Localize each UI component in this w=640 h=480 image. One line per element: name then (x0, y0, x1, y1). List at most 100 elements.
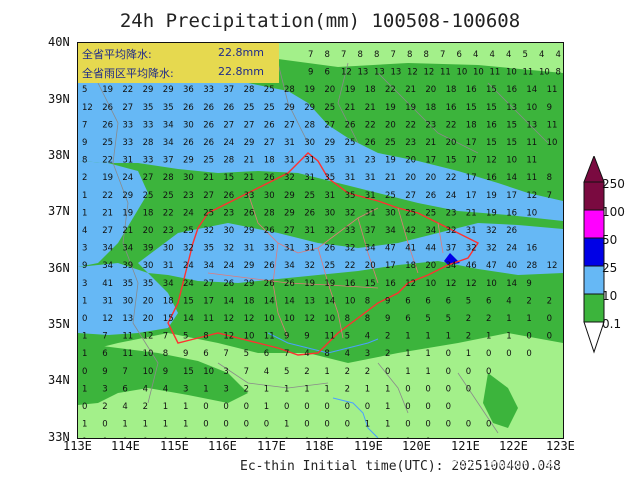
grid-value: 1 (425, 349, 430, 359)
grid-value: 21 (425, 138, 436, 148)
grid-value: 31 (365, 173, 376, 183)
grid-value: 28 (284, 85, 295, 95)
grid-value: 32 (486, 226, 497, 236)
lon-label-115: 115E (160, 439, 189, 453)
grid-value: 46 (466, 261, 477, 271)
grid-value: 1 (405, 349, 410, 359)
grid-value: 26 (264, 226, 275, 236)
grid-value: 10 (264, 314, 275, 324)
grid-value: 15 (506, 120, 517, 130)
grid-value: 25 (324, 261, 335, 271)
grid-value: 8 (82, 156, 87, 166)
grid-value: 0 (365, 437, 370, 438)
grid-value: 24 (223, 261, 234, 271)
grid-value: 1 (526, 314, 531, 324)
grid-value: 47 (486, 261, 497, 271)
grid-value: 31 (284, 156, 295, 166)
grid-value: 2 (345, 384, 350, 394)
grid-value: 4 (143, 384, 148, 394)
grid-value: 7 (122, 367, 127, 377)
grid-value: 37 (365, 226, 376, 236)
grid-value: 20 (405, 173, 416, 183)
grid-value: 14 (506, 173, 517, 183)
grid-value: 13 (526, 120, 537, 130)
grid-value: 40 (506, 261, 517, 271)
grid-value: 12 (424, 68, 435, 78)
grid-value: 11 (440, 68, 451, 78)
grid-value: 16 (486, 173, 497, 183)
grid-value: 30 (163, 244, 174, 254)
grid-value: 12 (405, 279, 416, 289)
grid-value: 1 (183, 402, 188, 412)
grid-value: 9 (526, 279, 531, 289)
grid-value: 8 (547, 173, 552, 183)
grid-value: 29 (304, 103, 315, 113)
grid-value: 0 (466, 384, 471, 394)
grid-value: 34 (365, 244, 376, 254)
district-avg-value: 22.8mm (218, 65, 264, 78)
grid-value: 10 (486, 279, 497, 289)
grid-value: 33 (244, 191, 255, 201)
grid-value: 15 (183, 296, 194, 306)
grid-value: 4 (163, 384, 168, 394)
grid-value: 3 (223, 367, 228, 377)
grid-value: 32 (345, 208, 356, 218)
grid-value: 30 (122, 296, 133, 306)
band-blue-west (78, 161, 148, 267)
lat-label-36: 36N (48, 261, 70, 275)
grid-value: 22 (405, 120, 416, 130)
grid-value: 6 (405, 296, 410, 306)
grid-value: 10 (539, 68, 550, 78)
grid-value: 1 (466, 349, 471, 359)
grid-value: 18 (244, 296, 255, 306)
grid-value: 0 (82, 314, 87, 324)
grid-value: 29 (122, 191, 133, 201)
grid-value: 13 (506, 103, 517, 113)
grid-value: 2 (466, 314, 471, 324)
grid-value: 0 (345, 437, 350, 438)
grid-value: 1 (506, 314, 511, 324)
grid-value: 30 (264, 191, 275, 201)
grid-value: 9 (82, 261, 87, 271)
grid-value: 8 (365, 314, 370, 324)
grid-value: 21 (244, 173, 255, 183)
legend-bar (583, 154, 605, 354)
grid-value: 6 (425, 296, 430, 306)
grid-value: 1 (82, 384, 87, 394)
grid-value: 22 (385, 85, 396, 95)
grid-value: 24 (122, 173, 133, 183)
lat-label-37: 37N (48, 204, 70, 218)
grid-value: 27 (122, 103, 133, 113)
grid-value: 28 (163, 173, 174, 183)
grid-value: 29 (244, 138, 255, 148)
grid-value: 21 (365, 103, 376, 113)
grid-value: 1 (82, 437, 87, 438)
grid-value: 1 (324, 367, 329, 377)
grid-value: 33 (122, 120, 133, 130)
grid-value: 15 (506, 138, 517, 148)
grid-value: 11 (547, 85, 558, 95)
grid-value: 6 (325, 68, 330, 78)
grid-value: 1 (82, 296, 87, 306)
grid-value: 0 (345, 402, 350, 412)
grid-value: 15 (486, 138, 497, 148)
grid-value: 17 (425, 156, 436, 166)
grid-value: 23 (405, 138, 416, 148)
grid-value: 0 (446, 349, 451, 359)
legend-label-250: 250 (602, 177, 625, 191)
grid-value: 34 (163, 120, 174, 130)
grid-value: 31 (304, 244, 315, 254)
grid-value: 25 (163, 191, 174, 201)
grid-value: 9 (163, 367, 168, 377)
grid-value: 20 (446, 138, 457, 148)
grid-value: 34 (446, 261, 457, 271)
grid-value: 3 (183, 384, 188, 394)
grid-value: 20 (365, 261, 376, 271)
legend-band-250 (583, 181, 605, 211)
grid-value: 27 (405, 191, 416, 201)
grid-value: 19 (304, 85, 315, 95)
grid-value: 8 (324, 349, 329, 359)
grid-value: 10 (457, 68, 468, 78)
grid-value: 15 (223, 173, 234, 183)
grid-value: 27 (324, 120, 335, 130)
